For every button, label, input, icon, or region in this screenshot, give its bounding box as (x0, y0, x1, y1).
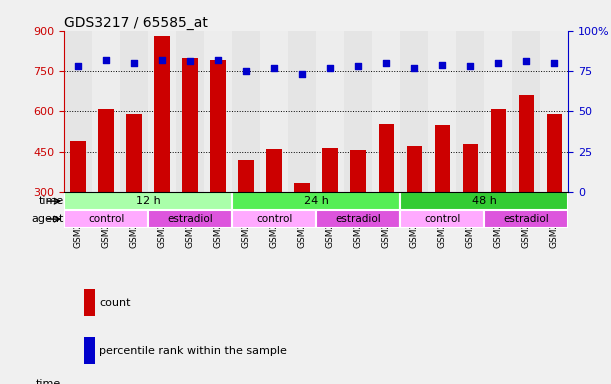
Bar (176, 31, 204, 192)
Point (409, 65, 419, 71)
Point (73, 63, 83, 70)
Bar (98, 109, 114, 192)
Text: 24 h: 24 h (304, 196, 329, 206)
Bar (400, 192, 568, 210)
Bar (519, 95, 534, 192)
Bar (232, 192, 400, 210)
Point (157, 57, 167, 63)
Bar (64, 192, 232, 210)
Bar (64, 31, 92, 192)
Bar (126, 114, 142, 192)
Text: agent: agent (32, 214, 64, 224)
Bar (148, 210, 232, 228)
Bar (238, 160, 254, 192)
Bar (148, 31, 176, 192)
Point (101, 57, 111, 63)
Point (269, 65, 279, 71)
Bar (491, 109, 506, 192)
Bar (344, 31, 372, 192)
Text: count: count (100, 298, 131, 308)
Bar (400, 210, 484, 228)
Point (493, 60, 503, 66)
Text: control: control (256, 214, 293, 224)
Bar (406, 146, 422, 192)
Point (437, 61, 447, 68)
Point (185, 58, 195, 65)
Point (325, 65, 335, 71)
Point (130, 60, 139, 66)
Text: GDS3217 / 65585_at: GDS3217 / 65585_at (64, 16, 208, 30)
Text: percentile rank within the sample: percentile rank within the sample (100, 346, 287, 356)
Bar (266, 149, 282, 192)
Bar (155, 36, 170, 192)
Point (521, 58, 531, 65)
Point (241, 68, 251, 74)
Point (549, 60, 559, 66)
Bar (260, 31, 288, 192)
Point (466, 63, 475, 70)
Bar (400, 31, 428, 192)
Bar (512, 31, 540, 192)
Bar (120, 31, 148, 192)
Point (298, 71, 307, 78)
Bar (232, 31, 260, 192)
Bar (295, 183, 310, 192)
Text: estradiol: estradiol (503, 214, 549, 224)
Bar (540, 31, 568, 192)
Bar (378, 124, 394, 192)
Bar (323, 148, 338, 192)
Bar (210, 60, 226, 192)
Text: estradiol: estradiol (335, 214, 381, 224)
Text: 12 h: 12 h (136, 196, 161, 206)
Text: 48 h: 48 h (472, 196, 497, 206)
Point (381, 60, 391, 66)
Bar (351, 151, 366, 192)
Text: control: control (88, 214, 125, 224)
Bar (183, 58, 198, 192)
Bar (204, 31, 232, 192)
Point (353, 63, 363, 70)
Bar (546, 114, 562, 192)
Bar (84, 289, 95, 316)
Bar (434, 125, 450, 192)
Bar (484, 31, 512, 192)
Text: time: time (36, 379, 61, 384)
Bar (92, 31, 120, 192)
Text: control: control (424, 214, 461, 224)
Bar (64, 210, 148, 228)
Bar (456, 31, 484, 192)
Bar (372, 31, 400, 192)
Bar (288, 31, 316, 192)
Text: estradiol: estradiol (167, 214, 213, 224)
Bar (316, 31, 344, 192)
Text: time: time (39, 196, 64, 206)
Bar (484, 210, 568, 228)
Bar (463, 144, 478, 192)
Bar (84, 337, 95, 364)
Point (213, 57, 223, 63)
Bar (232, 210, 316, 228)
Bar (316, 210, 400, 228)
Bar (70, 141, 86, 192)
Bar (428, 31, 456, 192)
